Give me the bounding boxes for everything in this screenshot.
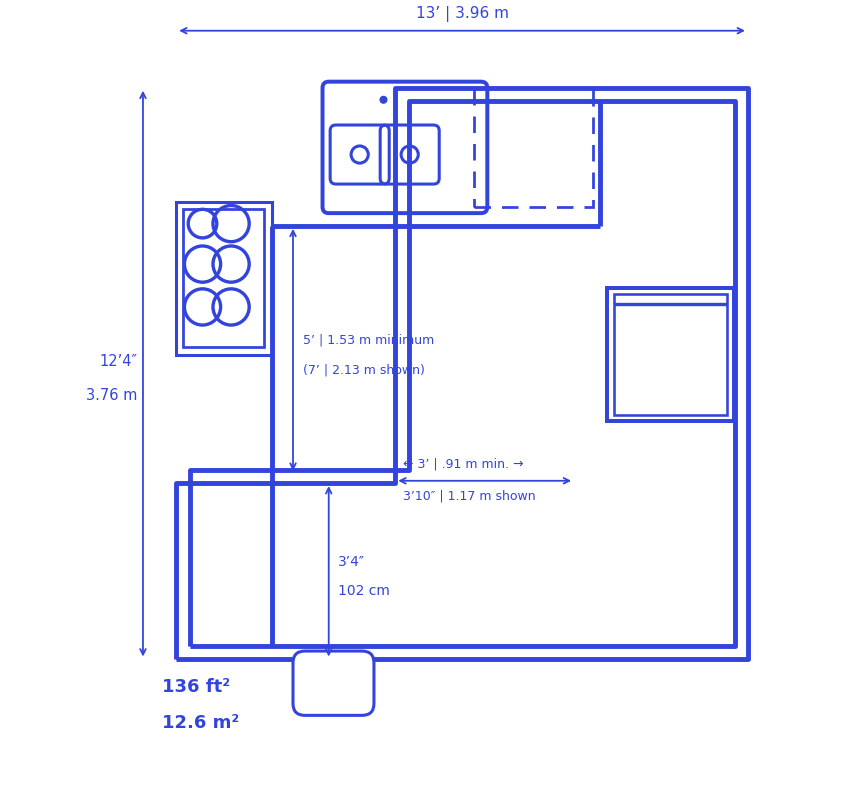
Bar	[176, 202, 271, 354]
Text: 12.6 m²: 12.6 m²	[162, 714, 239, 733]
Text: (7’ | 2.13 m shown): (7’ | 2.13 m shown)	[303, 363, 425, 376]
Circle shape	[380, 97, 387, 103]
Bar	[474, 88, 593, 207]
Text: 136 ft²: 136 ft²	[162, 678, 230, 696]
Bar	[614, 294, 727, 415]
Text: 3.76 m: 3.76 m	[86, 387, 137, 402]
FancyBboxPatch shape	[293, 651, 374, 715]
Text: ← 3’ | .91 m min. →: ← 3’ | .91 m min. →	[402, 457, 523, 470]
Bar	[184, 209, 264, 347]
Text: 5’ | 1.53 m minimum: 5’ | 1.53 m minimum	[303, 334, 434, 347]
Text: 12’4″: 12’4″	[99, 354, 137, 369]
Text: 13’ | 3.96 m: 13’ | 3.96 m	[415, 6, 509, 22]
Text: 102 cm: 102 cm	[338, 584, 390, 598]
Bar	[608, 288, 733, 421]
Text: 3’10″ | 1.17 m shown: 3’10″ | 1.17 m shown	[402, 490, 535, 502]
Text: 3’4″: 3’4″	[338, 555, 365, 569]
